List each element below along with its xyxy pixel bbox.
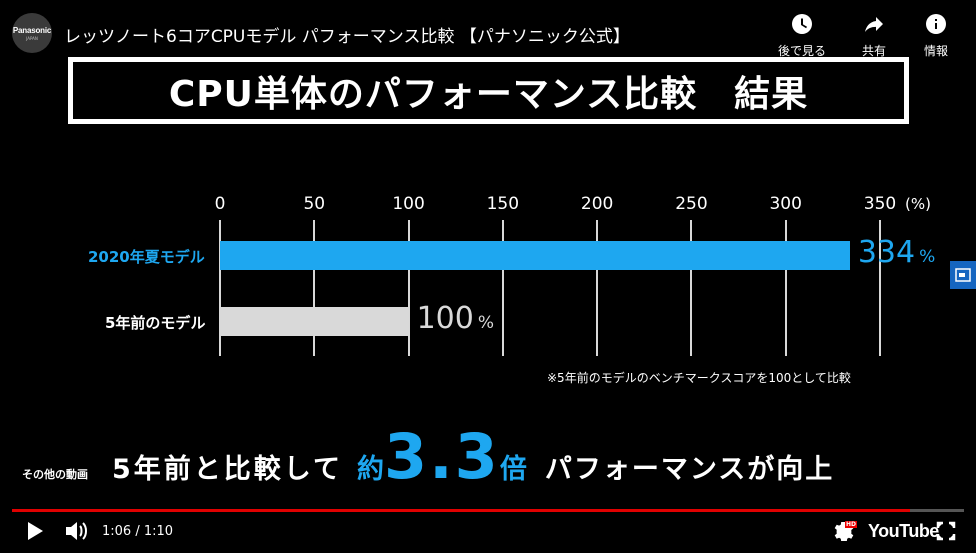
category-label: 2020年夏モデル — [88, 248, 205, 266]
watch-later-button[interactable]: 後で見る — [770, 12, 834, 59]
side-card-button[interactable] — [950, 261, 976, 289]
play-icon — [28, 522, 43, 540]
x-tick-label: 0 — [214, 194, 226, 214]
cards-icon — [955, 268, 971, 282]
watch-later-label: 後で見る — [777, 44, 826, 58]
current-time: 1:06 — [102, 524, 132, 539]
fullscreen-icon — [936, 521, 956, 541]
clock-icon — [792, 14, 812, 34]
time-separator: / — [131, 524, 144, 539]
chart-footnote: ※5年前のモデルのベンチマークスコアを100として比較 — [547, 371, 851, 385]
bar — [220, 241, 850, 270]
grid-line — [313, 220, 316, 356]
grid-line — [596, 220, 599, 356]
duration: 1:10 — [143, 524, 174, 539]
grid-line — [690, 220, 693, 356]
grid-line — [407, 220, 410, 356]
share-button[interactable]: 共有 — [842, 12, 906, 59]
fullscreen-button[interactable] — [936, 520, 956, 542]
banner-suffix: パフォーマンスが向上 — [544, 454, 835, 485]
banner-multiplier: 3.3 — [383, 420, 500, 493]
share-icon — [865, 17, 883, 32]
volume-button[interactable] — [64, 520, 88, 542]
x-tick-label: 100 — [392, 194, 425, 214]
value-number: 100 — [416, 301, 474, 336]
info-button[interactable]: 情報 — [904, 12, 968, 59]
info-label: 情報 — [923, 44, 948, 58]
grid-line — [879, 220, 881, 356]
x-tick-label: 300 — [769, 194, 802, 214]
category-label: 5年前のモデル — [105, 314, 206, 332]
value-number: 334 — [857, 235, 916, 270]
grid-line — [784, 220, 787, 356]
play-button[interactable] — [26, 520, 44, 542]
slide-title: CPU単体のパフォーマンス比較 結果 — [168, 73, 809, 115]
slide-title-box: CPU単体のパフォーマンス比較 結果 — [68, 57, 909, 124]
time-display: 1:06 / 1:10 — [102, 524, 173, 539]
banner-approx: 約 — [356, 454, 384, 485]
grid-line — [219, 220, 221, 356]
result-banner: 5年前と比較して 約 3.3 倍 パフォーマンスが向上 — [112, 420, 834, 500]
x-tick-label: 350 — [863, 194, 897, 214]
value-percent: % — [477, 313, 494, 333]
youtube-logo[interactable]: YouTube — [868, 521, 939, 541]
other-videos-label[interactable]: その他の動画 — [22, 468, 88, 481]
volume-icon — [66, 522, 87, 540]
banner-bai: 倍 — [499, 454, 527, 485]
info-icon — [926, 14, 946, 34]
progress-fill — [12, 509, 910, 512]
x-tick-label: 50 — [303, 194, 326, 214]
value-percent: % — [919, 247, 936, 267]
x-tick-label: 200 — [580, 194, 614, 214]
channel-avatar[interactable]: Panasonic JAPAN — [12, 13, 52, 53]
value-label: 100% — [417, 301, 494, 336]
x-tick-label: 250 — [675, 194, 708, 214]
axis-unit: (%) — [905, 195, 931, 213]
video-title[interactable]: レッツノート6コアCPUモデル パフォーマンス比較 【パナソニック公式】 — [64, 27, 630, 47]
x-tick-label: 150 — [486, 194, 520, 214]
channel-brand: Panasonic — [12, 25, 52, 35]
progress-bar[interactable] — [12, 509, 964, 512]
banner-prefix: 5年前と比較して — [112, 454, 343, 485]
grid-line — [501, 220, 504, 356]
hd-badge: HD — [845, 521, 858, 528]
channel-sub: JAPAN — [26, 35, 38, 41]
bar — [220, 307, 409, 336]
share-label: 共有 — [861, 44, 886, 58]
value-label: 334% — [858, 235, 935, 270]
